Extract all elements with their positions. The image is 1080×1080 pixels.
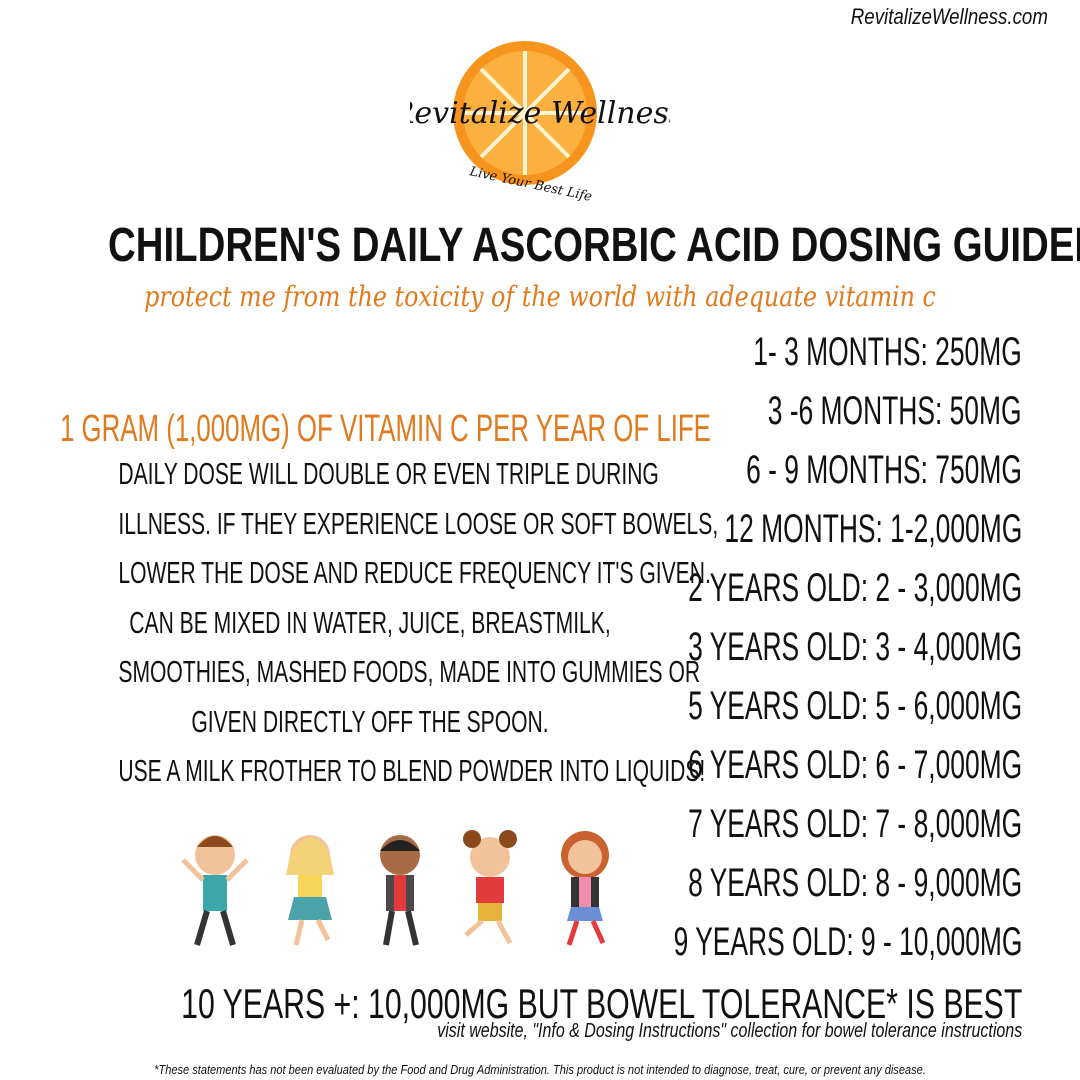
logo-brand: Revitalize Wellness (410, 96, 670, 131)
highlight: 1 GRAM (1,000MG) OF VITAMIN C PER YEAR O… (60, 408, 711, 450)
dose-item: 3 -6 MONTHS: 50MG (768, 389, 1022, 433)
instruction-line: ILLNESS. IF THEY EXPERIENCE LOOSE OR SOF… (118, 505, 719, 541)
dose-item: 5 YEARS OLD: 5 - 6,000MG (687, 684, 1022, 728)
subtitle: protect me from the toxicity of the worl… (144, 280, 936, 313)
dose-item: 3 YEARS OLD: 3 - 4,000MG (687, 625, 1022, 669)
instruction-line: GIVEN DIRECTLY OFF THE SPOON. (191, 703, 549, 739)
dose-item: 2 YEARS OLD: 2 - 3,000MG (687, 566, 1022, 610)
dose-item: 6 - 9 MONTHS: 750MG (746, 448, 1022, 492)
dose-item: 6 YEARS OLD: 6 - 7,000MG (687, 743, 1022, 787)
instruction-line: USE A MILK FROTHER TO BLEND POWDER INTO … (118, 753, 706, 788)
kids-illustration (181, 830, 609, 946)
final-dose: 10 YEARS +: 10,000MG BUT BOWEL TOLERANCE… (180, 980, 1022, 1027)
instruction-line: CAN BE MIXED IN WATER, JUICE, BREASTMILK… (129, 604, 611, 640)
instruction-line: DAILY DOSE WILL DOUBLE OR EVEN TRIPLE DU… (118, 456, 659, 491)
dose-item: 8 YEARS OLD: 8 - 9,000MG (687, 861, 1022, 905)
instruction-line: SMOOTHIES, MASHED FOODS, MADE INTO GUMMI… (118, 654, 701, 689)
instruction-line: LOWER THE DOSE AND REDUCE FREQUENCY IT'S… (118, 555, 711, 590)
dose-item: 7 YEARS OLD: 7 - 8,000MG (687, 802, 1022, 846)
disclaimer: *These statements has not been evaluated… (154, 1062, 926, 1077)
dose-item: 1- 3 MONTHS: 250MG (753, 330, 1022, 374)
logo: Revitalize Wellness Live Your Best Life (410, 41, 670, 205)
dose-item: 9 YEARS OLD: 9 - 10,000MG (673, 920, 1022, 964)
note: visit website, "Info & Dosing Instructio… (437, 1020, 1022, 1042)
dose-item: 12 MONTHS: 1-2,000MG (724, 507, 1022, 551)
site-url: RevitalizeWellness.com (850, 4, 1048, 29)
title: CHILDREN'S DAILY ASCORBIC ACID DOSING GU… (108, 219, 1080, 272)
